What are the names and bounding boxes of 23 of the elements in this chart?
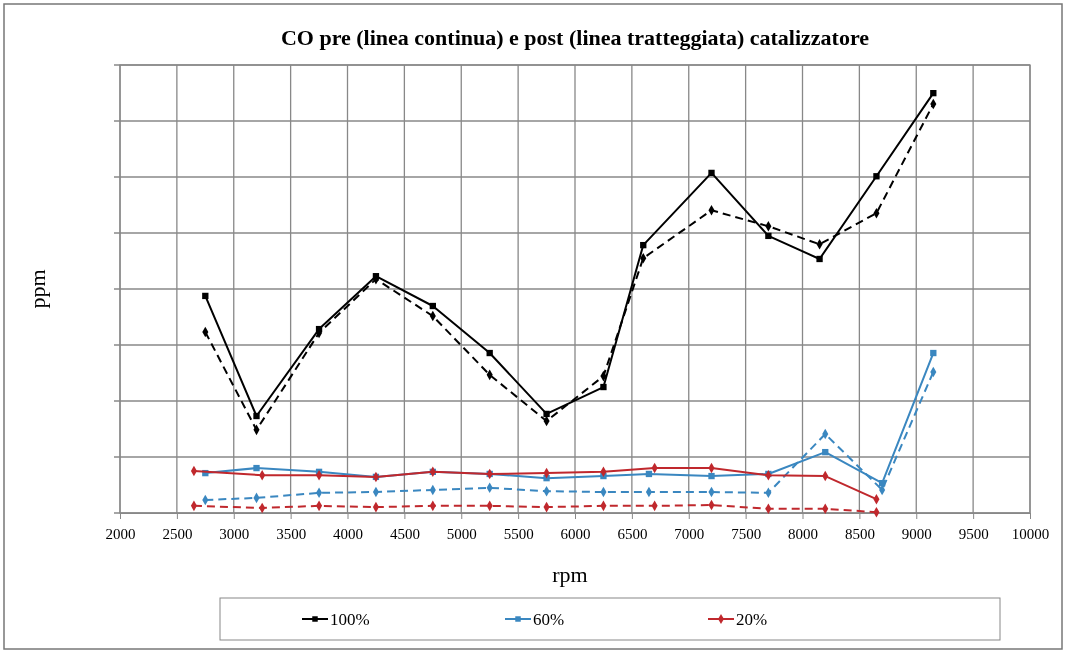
- x-tick-label: 5000: [446, 525, 477, 542]
- x-tick-label: 7000: [674, 525, 705, 542]
- x-tick-label: 8000: [788, 525, 818, 542]
- legend-label: 20%: [736, 610, 768, 629]
- y-axis-title: ppm: [25, 269, 50, 309]
- x-tick-label: 10000: [1011, 525, 1050, 542]
- legend-label: 100%: [330, 610, 370, 629]
- x-tick-label: 8500: [844, 525, 875, 542]
- x-tick-label: 6500: [617, 525, 648, 542]
- x-tick-label: 2500: [162, 525, 193, 542]
- legend-label: 60%: [533, 610, 565, 629]
- x-tick-label: 4500: [389, 525, 420, 542]
- x-tick-label: 7500: [731, 525, 762, 542]
- x-tick-label: 3000: [219, 525, 250, 542]
- x-tick-label: 4000: [333, 525, 363, 542]
- x-tick-label: 5500: [503, 525, 534, 542]
- x-tick-label: 6000: [560, 525, 591, 542]
- x-axis-title: rpm: [552, 562, 588, 587]
- x-tick-label: 3500: [276, 525, 307, 542]
- x-tick-label: 2000: [105, 525, 136, 542]
- x-tick-label: 9000: [901, 525, 932, 542]
- x-tick-label: 9500: [958, 525, 989, 542]
- chart-title: CO pre (linea continua) e post (linea tratteggiata) catalizzatore: [280, 25, 870, 50]
